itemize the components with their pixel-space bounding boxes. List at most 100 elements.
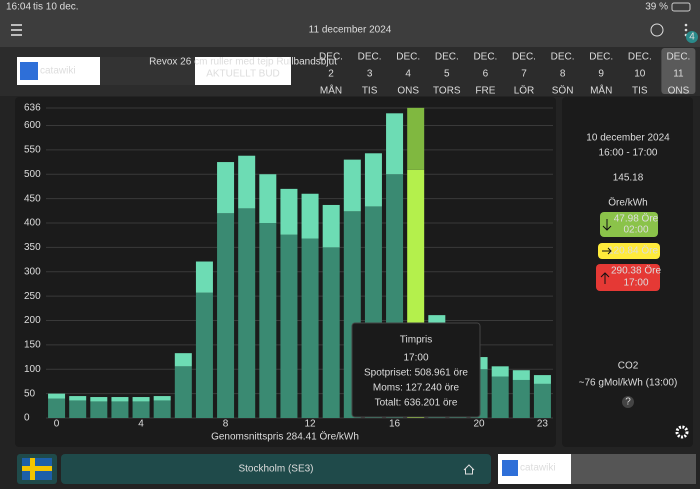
bottom-bar: Stockholm (SE3) catawiki	[17, 454, 696, 484]
region-selector[interactable]	[61, 454, 491, 484]
date-day: 9	[598, 69, 604, 80]
date-month: DEC.	[319, 52, 343, 63]
y-tick-label: 450	[24, 193, 41, 204]
max-price: 290.38 Öre	[611, 265, 661, 277]
date-weekday: TIS	[362, 86, 378, 97]
bar	[195, 261, 213, 293]
bar	[343, 159, 361, 212]
bar	[386, 113, 404, 175]
bar	[217, 162, 235, 214]
max-time: 17:00	[623, 278, 648, 289]
bar	[280, 188, 298, 235]
x-tick-label: 16	[389, 419, 401, 430]
home-icon[interactable]	[463, 464, 475, 475]
bar	[259, 174, 277, 223]
bar	[90, 401, 108, 418]
bar	[533, 383, 551, 418]
y-tick-label: 250	[24, 291, 41, 302]
bar	[111, 401, 129, 418]
y-tick-label: 550	[24, 145, 41, 156]
co2-label: CO2	[618, 361, 639, 372]
tooltip-spot: Spotpriset: 508.961 öre	[364, 368, 468, 379]
tooltip	[351, 322, 481, 418]
tooltip-moms: Moms: 127.240 öre	[373, 383, 460, 394]
bar	[512, 379, 530, 418]
date-day: 11	[673, 69, 684, 80]
bar	[322, 204, 340, 248]
avg-price: 120.84 Öre	[608, 245, 658, 257]
bar	[301, 193, 319, 239]
y-tick-label: 0	[24, 413, 30, 424]
ad-image	[571, 454, 696, 484]
x-tick-label: 4	[138, 419, 144, 430]
y-tick-label: 400	[24, 218, 41, 229]
header-bar	[0, 0, 700, 47]
min-price: 47.98 Öre	[614, 213, 659, 225]
bar	[69, 400, 87, 418]
status-battery: 39 %	[645, 2, 668, 13]
status-date: tis 10 dec.	[33, 2, 79, 13]
ad-logo	[502, 460, 518, 476]
bar	[174, 366, 192, 418]
date-month: DEC.	[551, 52, 575, 63]
bar	[491, 366, 509, 377]
side-period: 16:00 - 17:00	[599, 148, 658, 159]
settings-button[interactable]	[675, 425, 689, 439]
tooltip-title: Timpris	[400, 335, 432, 346]
status-time: 16:04	[6, 2, 31, 13]
date-day: 6	[483, 69, 489, 80]
date-day: 4	[405, 69, 411, 80]
bar	[153, 400, 171, 418]
bar	[280, 234, 298, 418]
date-weekday: TORS	[433, 86, 461, 97]
y-tick-label: 100	[24, 364, 41, 375]
chart-footer: Genomsnittspris 284.41 Öre/kWh	[211, 431, 359, 443]
date-weekday: ONS	[668, 86, 690, 97]
ad-caption: Revox 26 cm ruller med tejp Rullbandsbju…	[149, 57, 337, 68]
date-month: DEC.	[435, 52, 459, 63]
bar	[512, 370, 530, 380]
date-day: 2	[328, 69, 334, 80]
bar	[132, 397, 150, 402]
bar	[407, 107, 425, 170]
bar	[174, 353, 192, 367]
date-weekday: TIS	[632, 86, 648, 97]
ad-top[interactable]: catawiki Revox 26 cm ruller med tejp Rul…	[17, 57, 337, 85]
bar	[48, 398, 66, 418]
help-button[interactable]	[650, 23, 664, 37]
y-tick-label: 300	[24, 266, 41, 277]
menu-button[interactable]	[11, 24, 22, 36]
avg-box	[598, 243, 660, 259]
bar	[69, 396, 87, 401]
bar	[533, 375, 551, 384]
bar	[132, 401, 150, 418]
help-mark: ?	[625, 397, 631, 408]
header-title: 11 december 2024	[309, 25, 392, 36]
date-weekday: LÖR	[514, 85, 535, 97]
date-day: 10	[634, 69, 646, 80]
bar	[195, 292, 213, 418]
ad-cta: AKTUELLT BUD	[206, 69, 280, 80]
y-tick-label: 500	[24, 169, 41, 180]
up-arrow	[600, 272, 610, 284]
right-arrow	[602, 247, 612, 255]
help-icon[interactable]	[622, 396, 634, 408]
region-name: Stockholm (SE3)	[238, 464, 313, 475]
price-unit: Öre/kWh	[608, 197, 647, 209]
date-day: 5	[444, 69, 450, 80]
badge-count: 4	[689, 32, 695, 43]
tooltip-total: Totalt: 636.201 öre	[375, 398, 458, 409]
down-arrow	[602, 219, 612, 231]
date-month: DEC.	[473, 52, 497, 63]
bar	[48, 393, 66, 399]
co2-value: ~76 gMol/kWh (13:00)	[579, 378, 678, 389]
badge	[686, 31, 698, 43]
selected-date	[661, 48, 696, 94]
bar	[217, 213, 235, 418]
x-tick-label: 23	[537, 419, 549, 430]
date-month: DEC.	[396, 52, 420, 63]
y-tick-label: 50	[24, 388, 36, 399]
date-month: DEC.	[589, 52, 613, 63]
bar	[259, 223, 277, 418]
